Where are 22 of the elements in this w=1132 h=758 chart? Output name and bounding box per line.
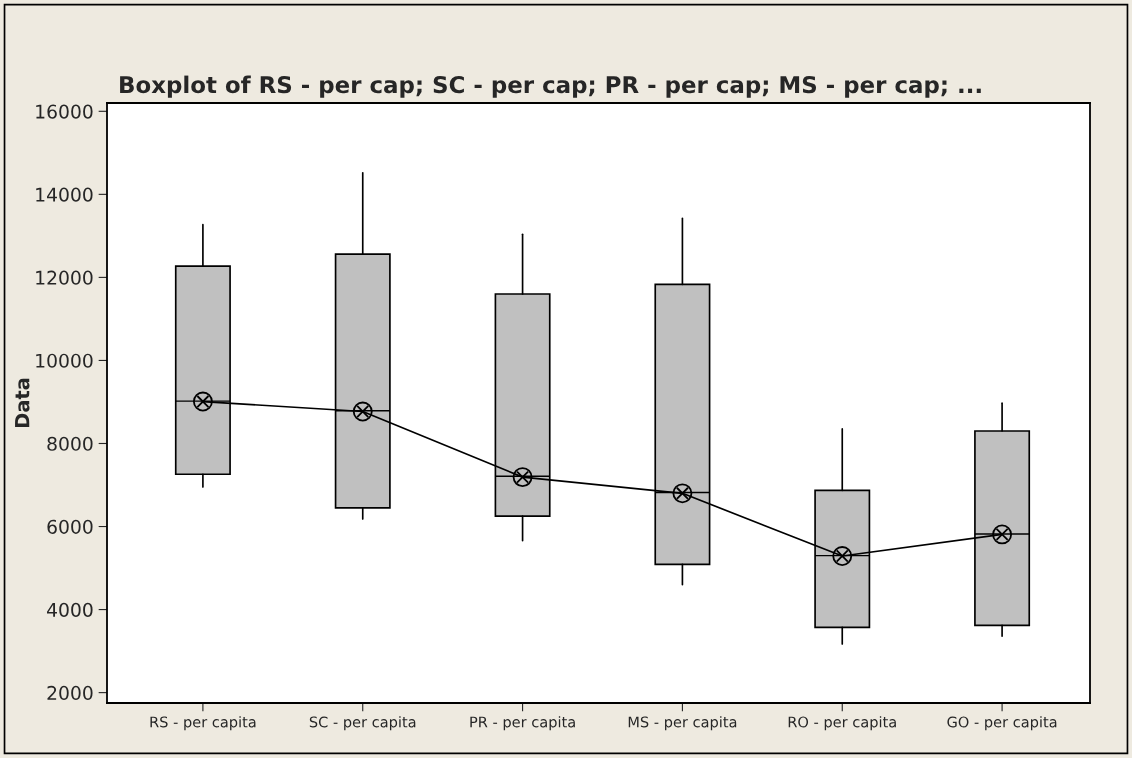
point (512, 467, 533, 488)
x-tick-label: PR - per capita (470, 716, 575, 731)
point (192, 391, 213, 412)
y-tick-label: 16000 (36, 104, 93, 119)
x-tick-label: RO - per capita (788, 716, 896, 731)
y-tick-label: 10000 (36, 353, 93, 368)
y-tick-label: 14000 (36, 187, 93, 202)
x-tick-label: GO - per capita (947, 716, 1057, 731)
x-tick-label: MS - per capita (628, 716, 737, 731)
y-tick-label: 2000 (47, 685, 93, 701)
point (832, 546, 853, 566)
x-tick-label: RS - per capita (150, 716, 256, 731)
point (992, 524, 1013, 545)
x-tick-label: SC - per capita (309, 716, 416, 731)
chart-title: Boxplot of RS - per cap; SC - per cap; PR - per cap; MS - per cap; ... (120, 75, 981, 98)
y-tick-label: 12000 (36, 270, 93, 285)
point (672, 483, 693, 504)
y-axis-title: Data (15, 378, 30, 428)
point (352, 401, 373, 422)
y-tick-label: 8000 (47, 436, 93, 451)
y-tick-label: 6000 (47, 519, 93, 534)
y-tick-label: 4000 (47, 602, 93, 617)
